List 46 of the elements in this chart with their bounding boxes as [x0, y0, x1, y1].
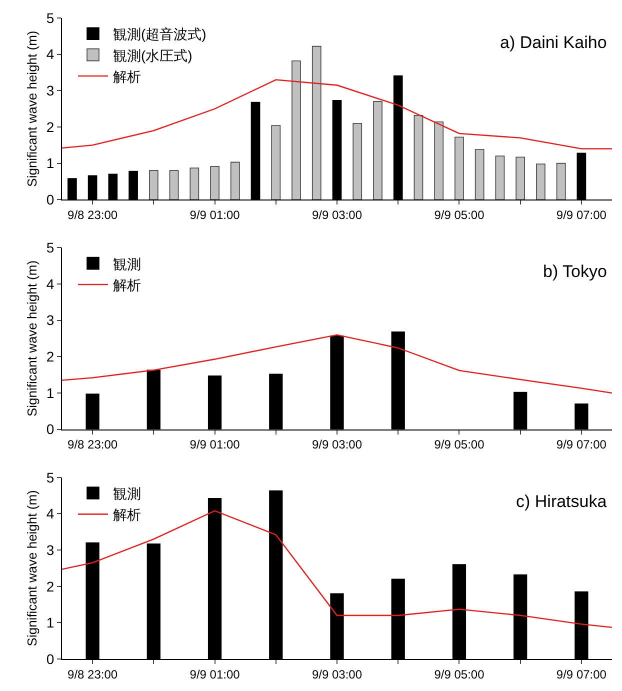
x-tick-label: 9/9 01:00	[190, 667, 240, 682]
y-tick-label: 5	[46, 10, 54, 26]
y-tick-label: 4	[46, 46, 54, 62]
text: a) Daini Kaiho	[500, 33, 607, 52]
x-tick-label: 9/9 05:00	[434, 667, 485, 682]
y-tick-label: 1	[46, 384, 54, 401]
y-axis-title: Significant wave height (m)	[24, 30, 40, 187]
y-tick-label: 3	[46, 542, 54, 558]
x-tick-label: 9/9 03:00	[312, 208, 362, 222]
legend-label: 観測(水圧式)	[113, 47, 192, 64]
y-tick-label: 0	[46, 650, 54, 667]
x-tick-label: 9/9 03:00	[312, 667, 362, 682]
y-tick-label: 5	[46, 240, 54, 256]
x-tick-label: 9/9 05:00	[434, 438, 485, 452]
y-tick-label: 2	[46, 118, 54, 135]
y-tick-label: 0	[46, 192, 54, 208]
y-tick-label: 2	[46, 578, 54, 594]
legend-label: 解析	[113, 506, 141, 523]
x-tick-label: 9/9 03:00	[312, 438, 362, 452]
x-tick-label: 9/8 23:00	[68, 208, 118, 222]
y-tick-label: 4	[46, 276, 54, 292]
x-tick-label: 9/8 23:00	[68, 438, 118, 452]
y-tick-label: 4	[46, 506, 54, 522]
legend-label: 観測(超音波式)	[113, 26, 206, 42]
y-tick-label: 1	[46, 155, 54, 172]
x-tick-label: 9/9 01:00	[190, 208, 240, 222]
text: c) Hiratsuka	[516, 492, 608, 511]
x-tick-label: 9/9 07:00	[556, 208, 607, 222]
y-tick-label: 3	[46, 312, 54, 328]
y-tick-label: 1	[46, 614, 54, 631]
y-tick-label: 2	[46, 348, 54, 365]
text: b) Tokyo	[543, 262, 607, 281]
x-tick-label: 9/9 01:00	[190, 438, 240, 452]
x-tick-label: 9/9 07:00	[556, 438, 607, 452]
y-tick-label: 5	[46, 469, 54, 486]
legend-label: 観測	[113, 485, 141, 502]
y-axis-title: Significant wave height (m)	[24, 490, 40, 646]
y-axis-title: Significant wave height (m)	[24, 260, 40, 417]
legend-label: 解析	[113, 276, 141, 293]
y-tick-label: 0	[46, 421, 54, 438]
x-tick-label: 9/8 23:00	[68, 667, 118, 682]
x-tick-label: 9/9 05:00	[434, 208, 485, 222]
legend-label: 解析	[113, 68, 141, 84]
y-tick-label: 3	[46, 82, 54, 99]
legend-label: 観測	[113, 256, 141, 272]
x-tick-label: 9/9 07:00	[556, 667, 607, 682]
